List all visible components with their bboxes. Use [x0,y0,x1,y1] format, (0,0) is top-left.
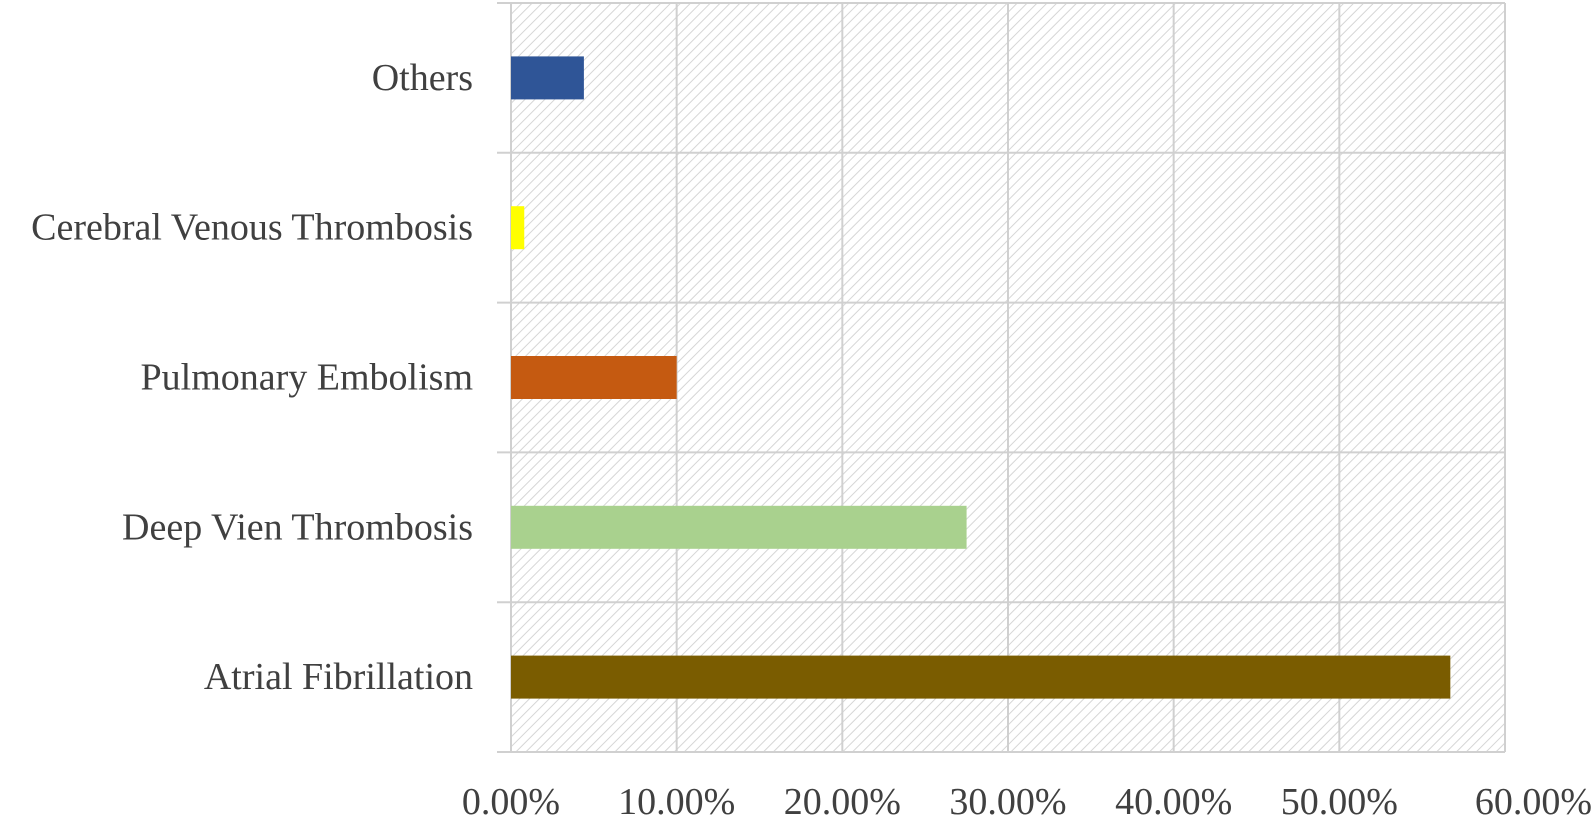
bar-pulmonary-embolism [511,356,677,399]
x-tick-label: 0.00% [462,781,560,823]
x-tick-label: 20.00% [784,781,901,823]
bar-atrial-fibrillation [511,655,1451,699]
bar-others [511,56,584,100]
x-tick-labels: 0.00% 10.00% 20.00% 30.00% 40.00% 50.00% 60.00… [462,781,1592,823]
bars [511,56,1451,699]
x-tick-label: 60.00% [1475,781,1592,823]
bar-deep-vien-thrombosis [511,505,967,549]
category-labels: Atrial Fibrillation Deep Vien Thrombosis P… [31,57,473,698]
category-label: Pulmonary Embolism [141,357,474,399]
category-label: Deep Vien Thrombosis [122,506,473,548]
x-tick-label: 10.00% [618,781,735,823]
x-tick-label: 40.00% [1115,781,1232,823]
bar-cerebral-venous-thrombosis [511,206,525,250]
category-label: Atrial Fibrillation [204,656,473,698]
x-tick-label: 30.00% [949,781,1066,823]
category-label: Cerebral Venous Thrombosis [31,207,473,249]
x-tick-label: 50.00% [1281,781,1398,823]
category-label: Others [372,57,473,99]
